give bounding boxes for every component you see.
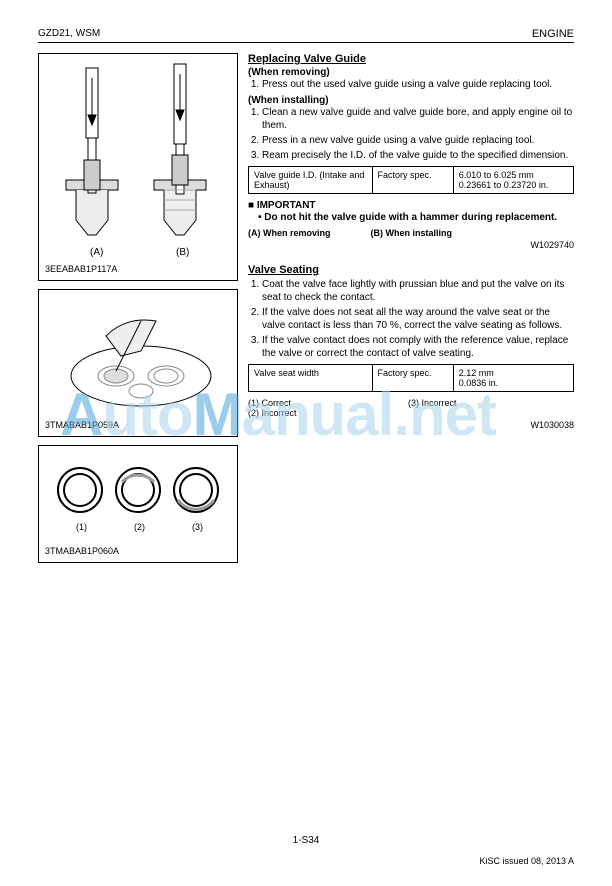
fig1-label-b: (B) [176, 247, 189, 258]
sec1-spec-val1: 6.010 to 6.025 mm [459, 170, 534, 180]
sec2-legend: (1) Correct (2) Incorrect (3) Incorrect [248, 398, 574, 418]
sec1-spec-type: Factory spec. [372, 167, 453, 194]
page-number: 1-S34 [0, 835, 612, 846]
content-row: (A) (B) 3EEABAB1P117A 3TMA [38, 53, 574, 571]
sec2-step2: If the valve does not seat all the way a… [262, 306, 574, 332]
sec2-spec-val1: 2.12 mm [459, 368, 494, 378]
sec1-install-step2: Press in a new valve guide using a valve… [262, 134, 574, 147]
figures-column: (A) (B) 3EEABAB1P117A 3TMA [38, 53, 238, 571]
sec1-legend-a: (A) When removing [248, 228, 331, 238]
sec2-legend-3: (3) Incorrect [408, 398, 457, 418]
valve-seating-diagram [46, 296, 230, 416]
sec2-spec-values: 2.12 mm 0.0836 in. [453, 365, 573, 392]
sec2-list: Coat the valve face lightly with prussia… [262, 278, 574, 360]
text-column: Replacing Valve Guide (When removing) Pr… [248, 53, 574, 571]
sec1-install-list: Clean a new valve guide and valve guide … [262, 106, 574, 162]
sec2-spec-val2: 0.0836 in. [459, 378, 499, 388]
sec1-legend: (A) When removing (B) When installing [248, 228, 574, 238]
sec2-step3: If the valve contact does not comply wit… [262, 334, 574, 360]
sec1-legend-b: (B) When installing [371, 228, 453, 238]
valve-guide-diagram: (A) (B) [46, 60, 230, 260]
svg-text:(1): (1) [76, 522, 87, 532]
figure-seat-rings: (1) (2) (3) 3TMABAB1P060A [38, 445, 238, 563]
sec1-wcode: W1029740 [248, 240, 574, 250]
sec1-spec-val2: 0.23661 to 0.23720 in. [459, 180, 549, 190]
header-right: ENGINE [532, 28, 574, 40]
header-left: GZD21, WSM [38, 28, 100, 40]
sec2-wcode: W1030038 [248, 420, 574, 430]
fig3-caption: 3TMABAB1P060A [45, 546, 231, 556]
sec1-title: Replacing Valve Guide [248, 53, 574, 65]
sec1-remove-step1: Press out the used valve guide using a v… [262, 78, 574, 91]
sec2-title: Valve Seating [248, 264, 574, 276]
sec1-remove-list: Press out the used valve guide using a v… [262, 78, 574, 91]
sec1-spec-values: 6.010 to 6.025 mm 0.23661 to 0.23720 in. [453, 167, 573, 194]
important-text: • Do not hit the valve guide with a hamm… [258, 211, 574, 224]
svg-text:(2): (2) [134, 522, 145, 532]
sec2-spec-type: Factory spec. [372, 365, 453, 392]
sec2-step1: Coat the valve face lightly with prussia… [262, 278, 574, 304]
sec1-install-step1: Clean a new valve guide and valve guide … [262, 106, 574, 132]
page-header: GZD21, WSM ENGINE [38, 28, 574, 43]
sec1-spec-label: Valve guide I.D. (Intake and Exhaust) [249, 167, 373, 194]
fig2-caption: 3TMABAB1P059A [45, 420, 231, 430]
sec1-when-installing: (When installing) [248, 95, 574, 106]
fig1-label-a: (A) [90, 247, 103, 258]
seat-rings-diagram: (1) (2) (3) [46, 452, 230, 542]
figure-valve-guide: (A) (B) 3EEABAB1P117A [38, 53, 238, 281]
page: GZD21, WSM ENGINE [0, 0, 612, 886]
sec1-spec-table: Valve guide I.D. (Intake and Exhaust) Fa… [248, 166, 574, 194]
sec1-install-step3: Ream precisely the I.D. of the valve gui… [262, 149, 574, 162]
svg-text:(3): (3) [192, 522, 203, 532]
sec1-when-removing: (When removing) [248, 67, 574, 78]
figure-valve-seating: 3TMABAB1P059A [38, 289, 238, 437]
sec2-legend-1: (1) Correct [248, 398, 368, 408]
sec2-spec-table: Valve seat width Factory spec. 2.12 mm 0… [248, 364, 574, 392]
important-heading: ■ IMPORTANT [248, 200, 574, 211]
sec2-spec-label: Valve seat width [249, 365, 373, 392]
fig1-caption: 3EEABAB1P117A [45, 264, 231, 274]
sec2-legend-2: (2) Incorrect [248, 408, 368, 418]
footer-issued: KiSC issued 08, 2013 A [479, 856, 574, 866]
